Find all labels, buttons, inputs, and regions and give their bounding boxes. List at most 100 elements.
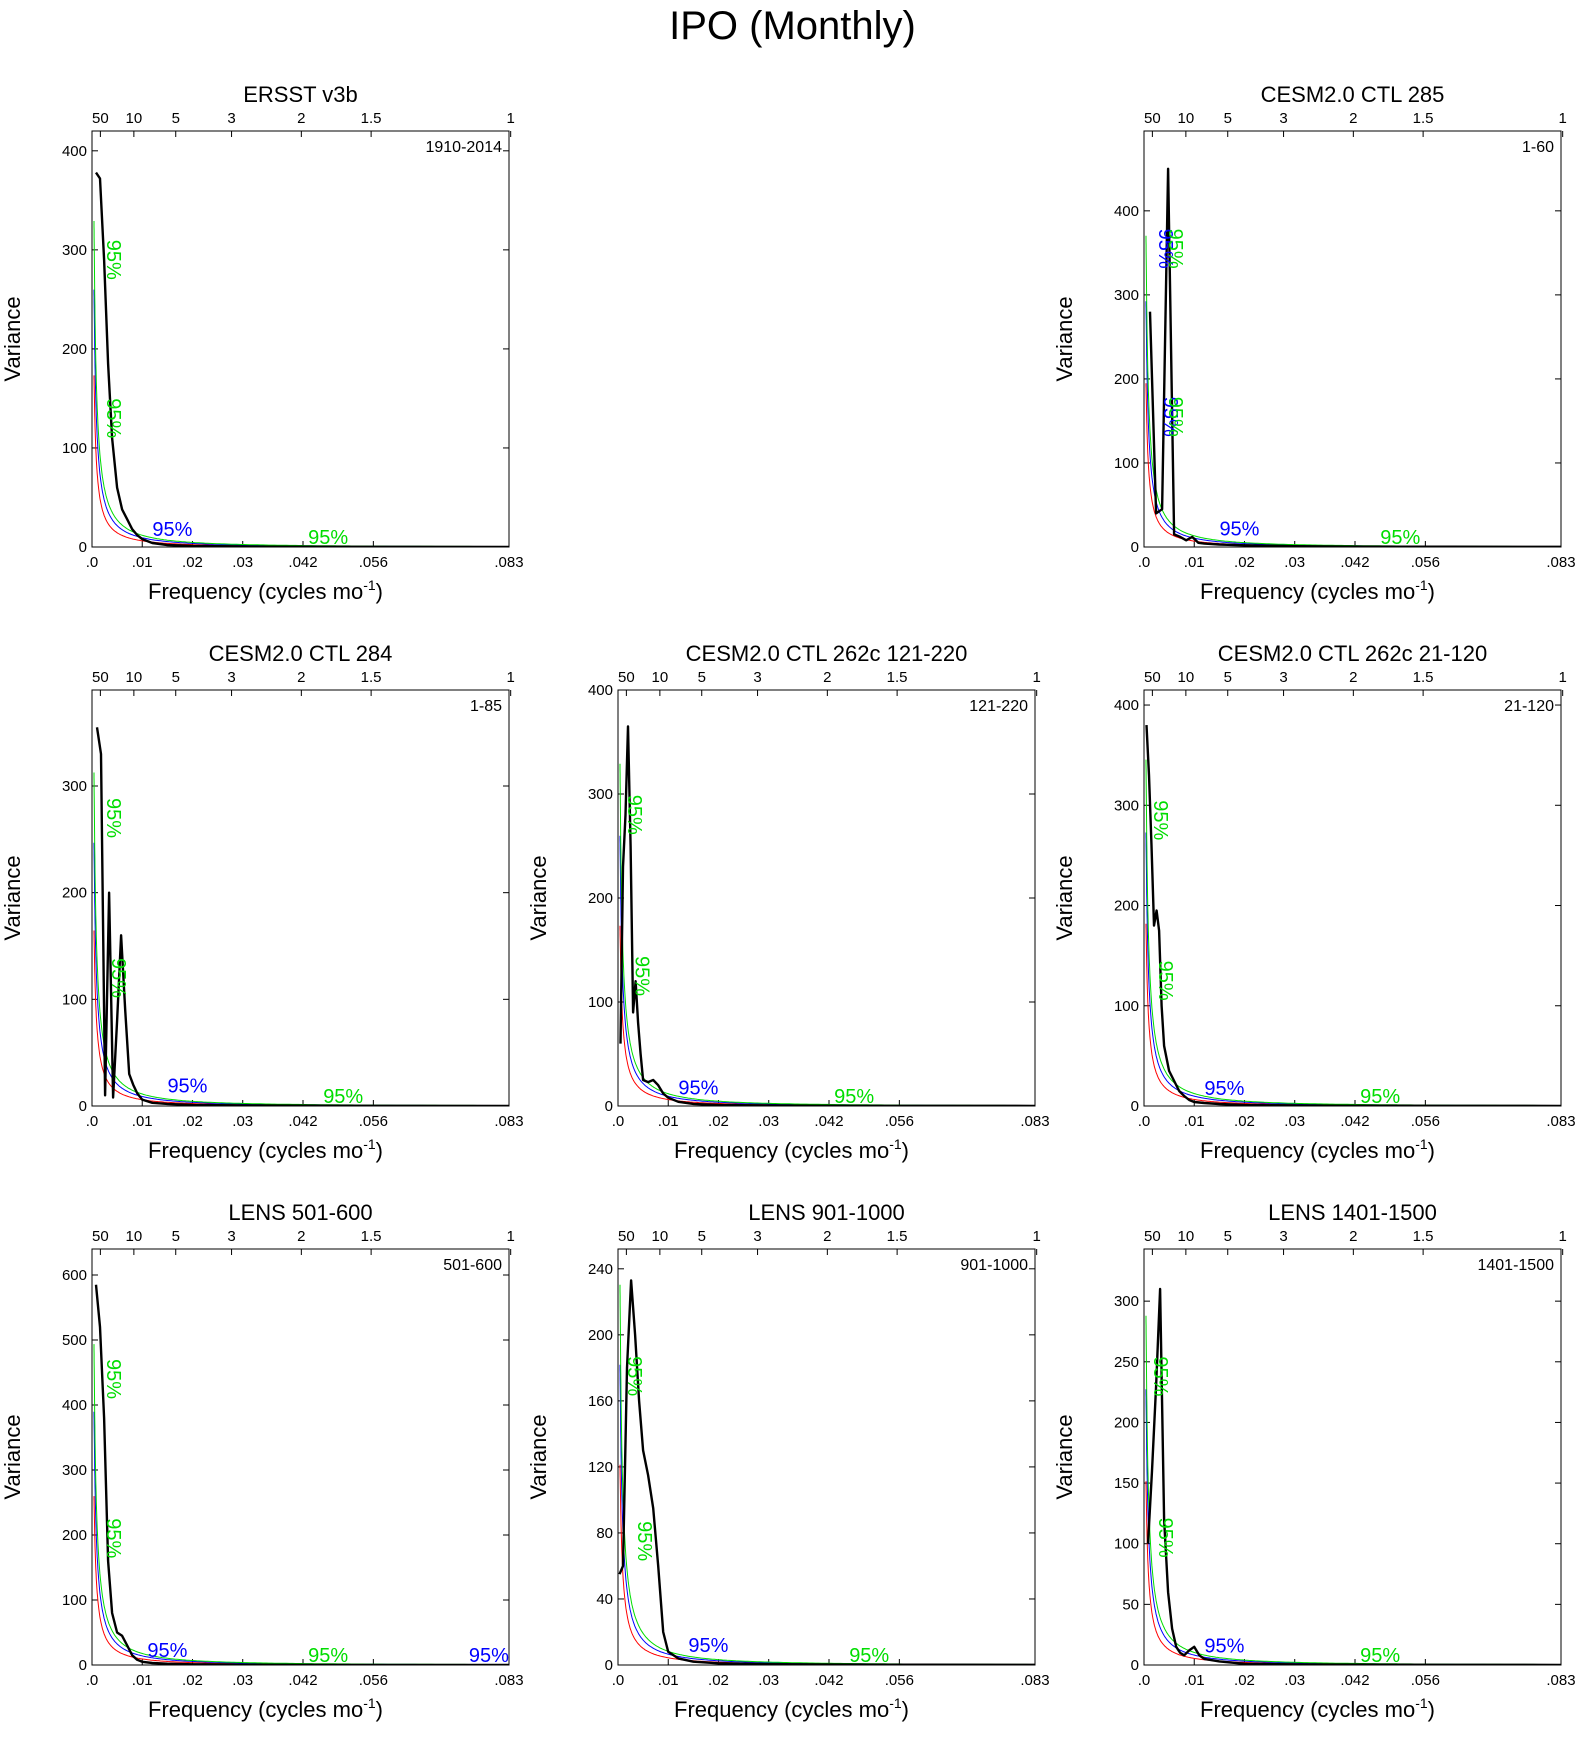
x-tick-label: .02	[1234, 554, 1255, 571]
y-axis-label: Variance	[0, 855, 25, 940]
y-tick-label: 500	[62, 1332, 87, 1349]
y-tick-label: 250	[1114, 1354, 1139, 1371]
y-axis-label: Variance	[1052, 1414, 1077, 1499]
y-tick-label: 300	[62, 242, 87, 259]
period-tick-label: 3	[753, 669, 761, 686]
plot-frame	[1143, 689, 1562, 1107]
x-tick-label: .0	[612, 1113, 625, 1130]
ci-label: 95%	[1164, 397, 1186, 437]
plot-frame	[91, 689, 510, 1107]
y-axis-label: Variance	[0, 1414, 25, 1499]
x-tick-label: .03	[232, 1113, 253, 1130]
period-tick-label: 2	[1349, 669, 1357, 686]
x-axis-label: Frequency (cycles mo-1)	[148, 577, 383, 604]
range-label: 1-85	[470, 698, 502, 715]
chart-panel: ERSST v3b 1910-2014 .0 .01 .02 .03 .042 .056 .08…	[0, 82, 524, 604]
curves	[93, 727, 509, 1106]
ci-label: 95%	[633, 1521, 655, 1561]
ci-label: 95%	[308, 1645, 348, 1667]
y-tick-label: 400	[62, 143, 87, 160]
x-tick-label: .083	[1020, 1113, 1049, 1130]
x-tick-label: .02	[182, 1672, 203, 1689]
y-tick-label: 100	[1114, 455, 1139, 472]
y-tick-label: 300	[1114, 1293, 1139, 1310]
period-tick-label: 2	[1349, 1228, 1357, 1245]
spectrum-line	[1148, 167, 1561, 547]
period-tick-label: 10	[1178, 1228, 1195, 1245]
panel-title: CESM2.0 CTL 262c 21-120	[1218, 641, 1487, 666]
y-tick-label: 200	[1114, 371, 1139, 388]
y-tick-label: 300	[62, 778, 87, 795]
ci-label: 95%	[1149, 1356, 1171, 1396]
y-tick-label: 0	[79, 539, 87, 556]
ci-label: 95%	[1164, 229, 1186, 269]
x-axis-label: Frequency (cycles mo-1)	[674, 1136, 909, 1163]
ci-label: 95%	[147, 1640, 187, 1662]
x-axis-label: Frequency (cycles mo-1)	[1200, 577, 1435, 604]
ci-label: 95%	[1154, 961, 1176, 1001]
y-axis-label: Variance	[526, 1414, 551, 1499]
period-tick-label: 5	[1224, 1228, 1232, 1245]
y-tick-label: 100	[588, 994, 613, 1011]
y-tick-label: 0	[1131, 1098, 1139, 1115]
spectrum-line	[619, 725, 1035, 1106]
plot-frame	[617, 689, 1036, 1107]
period-tick-label: 10	[1178, 669, 1195, 686]
ci-label: 95%	[102, 240, 124, 280]
x-tick-label: .01	[132, 1113, 153, 1130]
y-tick-label: 240	[588, 1261, 613, 1278]
period-tick-label: 1	[507, 669, 515, 686]
period-tick-label: 1	[1033, 669, 1041, 686]
y-tick-label: 100	[1114, 998, 1139, 1015]
y-tick-label: 300	[1114, 797, 1139, 814]
x-tick-label: .02	[1234, 1672, 1255, 1689]
x-tick-label: .02	[182, 1113, 203, 1130]
ci-label: 95%	[308, 527, 348, 549]
period-tick-label: 10	[126, 1228, 143, 1245]
period-tick-label: 5	[698, 1228, 706, 1245]
x-tick-label: .083	[1546, 554, 1575, 571]
period-tick-label: 3	[753, 1228, 761, 1245]
x-tick-label: .042	[1340, 1113, 1369, 1130]
x-tick-label: .083	[1546, 1113, 1575, 1130]
x-tick-label: .01	[1184, 1113, 1205, 1130]
chart-panel: CESM2.0 CTL 262c 121-220 121-220 .0 .01 .02.…	[526, 641, 1050, 1163]
confidence-curve-green	[93, 772, 509, 1106]
y-tick-label: 200	[62, 341, 87, 358]
ci-label: 95%	[167, 1075, 207, 1097]
y-axis-label: Variance	[526, 855, 551, 940]
x-tick-label: .083	[494, 1672, 523, 1689]
y-tick-label: 200	[1114, 1414, 1139, 1431]
period-tick-label: 10	[126, 669, 143, 686]
x-tick-label: .03	[1284, 554, 1305, 571]
y-tick-label: 600	[62, 1267, 87, 1284]
y-axis-label: Variance	[0, 296, 25, 381]
x-tick-label: .042	[1340, 554, 1369, 571]
period-tick-label: 1	[1033, 1228, 1041, 1245]
period-tick-label: 1	[1559, 669, 1567, 686]
x-tick-label: .042	[814, 1113, 843, 1130]
ci-label: 95%	[688, 1635, 728, 1657]
range-label: 1401-1500	[1477, 1257, 1554, 1274]
period-tick-label: 50	[618, 669, 635, 686]
ci-label: 95%	[849, 1645, 889, 1667]
x-tick-label: .056	[359, 554, 388, 571]
ci-label: 95%	[631, 956, 653, 996]
panel-title: CESM2.0 CTL 262c 121-220	[686, 641, 968, 666]
red-noise-curve	[619, 1464, 1035, 1665]
spectrum-line	[95, 727, 509, 1106]
period-tick-label: 1.5	[361, 1228, 382, 1245]
y-tick-label: 400	[1114, 697, 1139, 714]
confidence-curve-blue	[93, 1411, 509, 1665]
confidence-curve-blue	[619, 835, 1035, 1106]
period-tick-label: 5	[172, 1228, 180, 1245]
x-tick-label: .01	[132, 554, 153, 571]
ci-label: 95%	[102, 1518, 124, 1558]
period-tick-label: 10	[652, 1228, 669, 1245]
x-tick-label: .01	[1184, 554, 1205, 571]
y-tick-label: 300	[588, 786, 613, 803]
range-label: 121-220	[969, 698, 1028, 715]
ci-label: 95%	[1149, 800, 1171, 840]
x-tick-label: .01	[658, 1113, 679, 1130]
